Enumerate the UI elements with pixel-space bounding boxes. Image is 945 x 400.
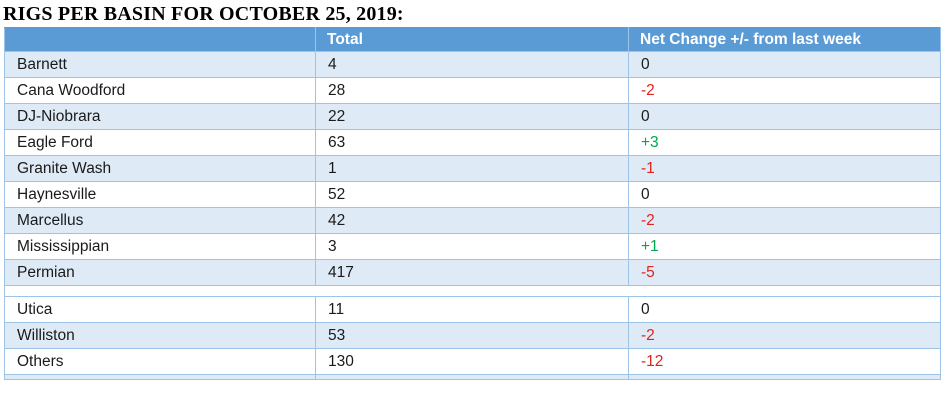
column-header-basin xyxy=(4,27,316,52)
net-change-cell: 0 xyxy=(628,296,941,323)
table-row: DJ-Niobrara 22 0 xyxy=(4,103,941,130)
rigs-per-basin-table: Total Net Change +/- from last week Barn… xyxy=(4,27,941,380)
table-row: Haynesville 52 0 xyxy=(4,181,941,208)
total-cell: 42 xyxy=(315,207,629,234)
net-change-cell: +3 xyxy=(628,129,941,156)
table-row: Others 130 -12 xyxy=(4,348,941,375)
basin-cell: Eagle Ford xyxy=(4,129,316,156)
net-change-cell: -1 xyxy=(628,155,941,182)
net-change-cell: -2 xyxy=(628,77,941,104)
basin-cell: Barnett xyxy=(4,51,316,78)
total-cell: 52 xyxy=(315,181,629,208)
basin-cell: Utica xyxy=(4,296,316,323)
table-row: Cana Woodford 28 -2 xyxy=(4,77,941,104)
net-change-cell: -2 xyxy=(628,322,941,349)
total-cell: 130 xyxy=(315,348,629,375)
partial-row xyxy=(4,374,941,380)
table-row: Marcellus 42 -2 xyxy=(4,207,941,234)
net-change-cell: -5 xyxy=(628,259,941,286)
table-row: Barnett 4 0 xyxy=(4,51,941,78)
basin-cell: Marcellus xyxy=(4,207,316,234)
net-change-cell: +1 xyxy=(628,233,941,260)
table-row: Eagle Ford 63 +3 xyxy=(4,129,941,156)
basin-cell: Cana Woodford xyxy=(4,77,316,104)
total-cell: 28 xyxy=(315,77,629,104)
table-row: Granite Wash 1 -1 xyxy=(4,155,941,182)
column-header-total: Total xyxy=(315,27,629,52)
net-change-cell: 0 xyxy=(628,51,941,78)
total-cell: 63 xyxy=(315,129,629,156)
net-change-cell: 0 xyxy=(628,103,941,130)
partial-cell xyxy=(4,374,316,380)
basin-cell: DJ-Niobrara xyxy=(4,103,316,130)
basin-cell: Granite Wash xyxy=(4,155,316,182)
basin-cell: Williston xyxy=(4,322,316,349)
table-row: Mississippian 3 +1 xyxy=(4,233,941,260)
net-change-cell: 0 xyxy=(628,181,941,208)
page-title: RIGS PER BASIN FOR OCTOBER 25, 2019: xyxy=(3,3,404,25)
net-change-cell: -2 xyxy=(628,207,941,234)
table-header-row: Total Net Change +/- from last week xyxy=(4,27,941,52)
basin-cell: Haynesville xyxy=(4,181,316,208)
column-header-net-change: Net Change +/- from last week xyxy=(628,27,941,52)
total-cell: 22 xyxy=(315,103,629,130)
net-change-cell: -12 xyxy=(628,348,941,375)
basin-cell: Mississippian xyxy=(4,233,316,260)
partial-cell xyxy=(315,374,629,380)
total-cell: 1 xyxy=(315,155,629,182)
table-row: Williston 53 -2 xyxy=(4,322,941,349)
spacer-row xyxy=(4,285,941,297)
partial-cell xyxy=(628,374,941,380)
basin-cell: Others xyxy=(4,348,316,375)
total-cell: 53 xyxy=(315,322,629,349)
spacer-cell xyxy=(4,285,941,297)
total-cell: 3 xyxy=(315,233,629,260)
table-row: Utica 11 0 xyxy=(4,296,941,323)
total-cell: 11 xyxy=(315,296,629,323)
total-cell: 4 xyxy=(315,51,629,78)
basin-cell: Permian xyxy=(4,259,316,286)
total-cell: 417 xyxy=(315,259,629,286)
table-row: Permian 417 -5 xyxy=(4,259,941,286)
